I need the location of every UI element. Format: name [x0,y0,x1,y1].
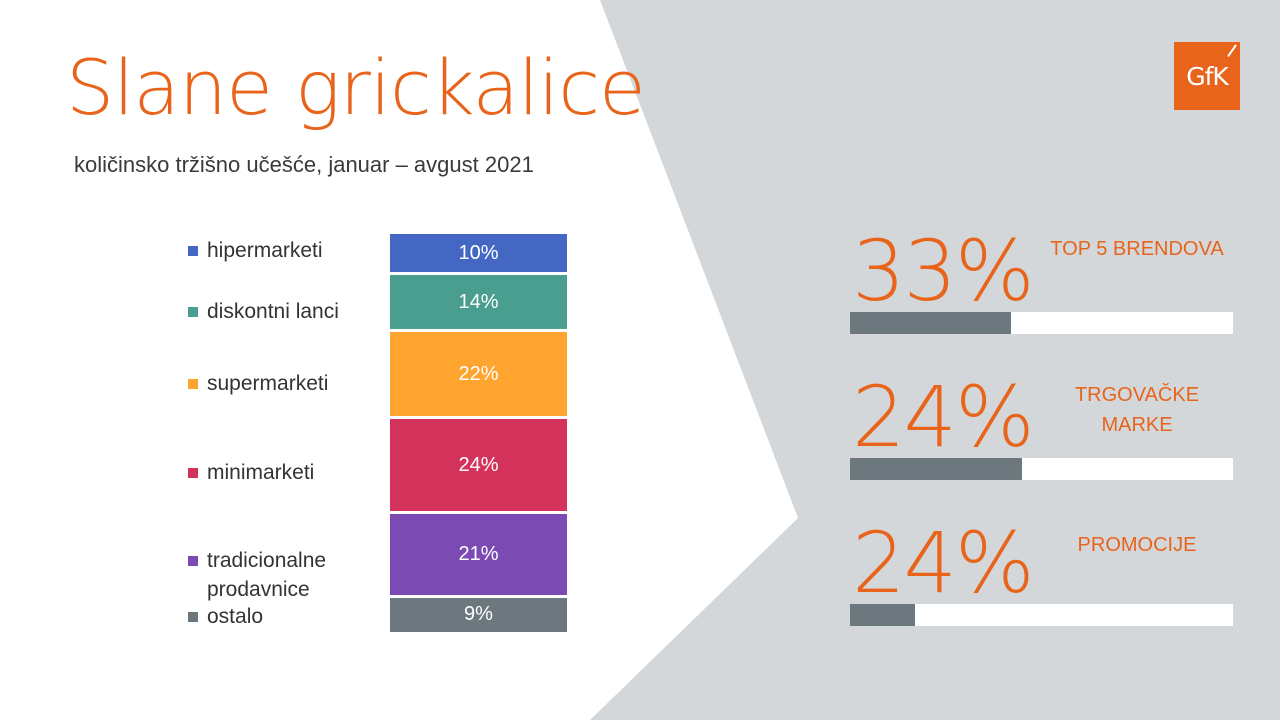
kpi-label: TRGOVAČKE MARKE [1074,384,1200,436]
grey-panel [590,0,1280,720]
legend-item: supermarketi [188,369,377,398]
kpi-bar-fill [850,458,1023,480]
legend-label: minimarketi [207,461,315,485]
legend-swatch [188,246,198,257]
kpi-value: 24% [852,514,1035,612]
gfk-logo: GfK [1174,42,1240,110]
legend-item: hipermarketi [188,236,377,265]
bar-segment-1: 10% [390,234,567,273]
bar-segment-2: 14% [390,275,567,329]
bar-segment-6: 9% [390,597,567,632]
kpi-bar-fill [850,312,1011,334]
legend-swatch [188,611,198,622]
chart-legend: hipermarketi diskontni lanci supermarketi m… [188,0,388,720]
kpi-bar-track [850,604,1233,626]
bar-value-label: 21% [458,542,499,565]
bar-value-label: 24% [458,453,499,476]
legend-swatch [188,468,198,479]
legend-swatch [188,556,198,567]
bar-segment-5: 21% [390,514,567,595]
logo-slash-mark [1227,44,1237,58]
legend-item: diskontni lanci [188,297,377,326]
legend-item: tradicionalne prodavnice [188,546,377,604]
legend-item: minimarketi [188,458,377,487]
kpi-value: 33% [852,222,1035,320]
bar-value-label: 9% [464,603,493,626]
stacked-bar-chart: 10% 14% 22% 24% 21% 9% [390,0,567,720]
legend-label: tradicionalne prodavnice [207,549,327,602]
bar-value-label: 10% [458,241,499,264]
bar-segment-3: 22% [390,331,567,417]
kpi-label: PROMOCIJE [1077,534,1197,556]
legend-item: ostalo [188,602,377,631]
kpi-bar-fill [850,604,916,626]
page-title: Slane grickalice [66,43,646,132]
kpi-bar-track [850,458,1233,480]
page-subtitle: količinsko tržišno učešće, januar – avgu… [74,152,534,177]
bar-segment-4: 24% [390,419,567,512]
legend-swatch [188,307,198,318]
legend-label: diskontni lanci [207,300,339,324]
kpi-bar-track [850,312,1233,334]
kpi-label: TOP 5 BRENDOVA [1050,238,1224,260]
kpi-value: 24% [852,368,1035,466]
bar-value-label: 14% [458,290,499,313]
bar-value-label: 22% [458,362,499,385]
gfk-logo-text: GfK [1186,61,1229,91]
legend-swatch [188,379,198,390]
legend-label: hipermarketi [207,239,323,263]
legend-label: ostalo [207,604,264,628]
legend-label: supermarketi [207,372,329,396]
